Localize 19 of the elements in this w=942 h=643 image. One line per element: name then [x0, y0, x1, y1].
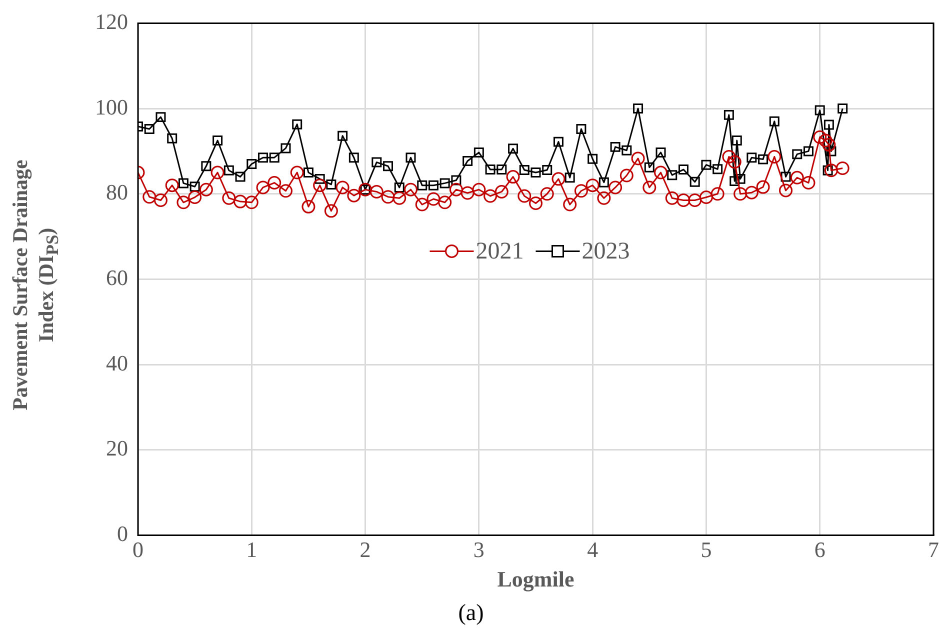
x-tick-label: 6	[814, 537, 826, 562]
y-tick-label: 60	[106, 264, 128, 290]
y-tick-label: 80	[106, 180, 128, 205]
x-tick-label: 3	[473, 537, 484, 562]
x-tick-label: 4	[587, 537, 598, 562]
y-tick-label: 20	[106, 436, 128, 461]
x-tick-label: 0	[132, 537, 144, 562]
x-tick-label: 7	[928, 537, 939, 562]
y-tick-label: 100	[95, 94, 128, 120]
y-tick-label: 120	[95, 8, 128, 34]
x-tick-label: 2	[360, 537, 371, 562]
x-tick-label: 5	[700, 537, 712, 562]
y-tick-label: 40	[106, 350, 128, 376]
x-axis-title: Logmile	[497, 566, 574, 592]
legend-label: 2021	[476, 238, 524, 264]
text: (a)	[457, 600, 485, 626]
legend-label: 2023	[582, 238, 630, 264]
y-tick-label: 0	[117, 520, 128, 546]
x-tick-label: 1	[246, 537, 258, 562]
